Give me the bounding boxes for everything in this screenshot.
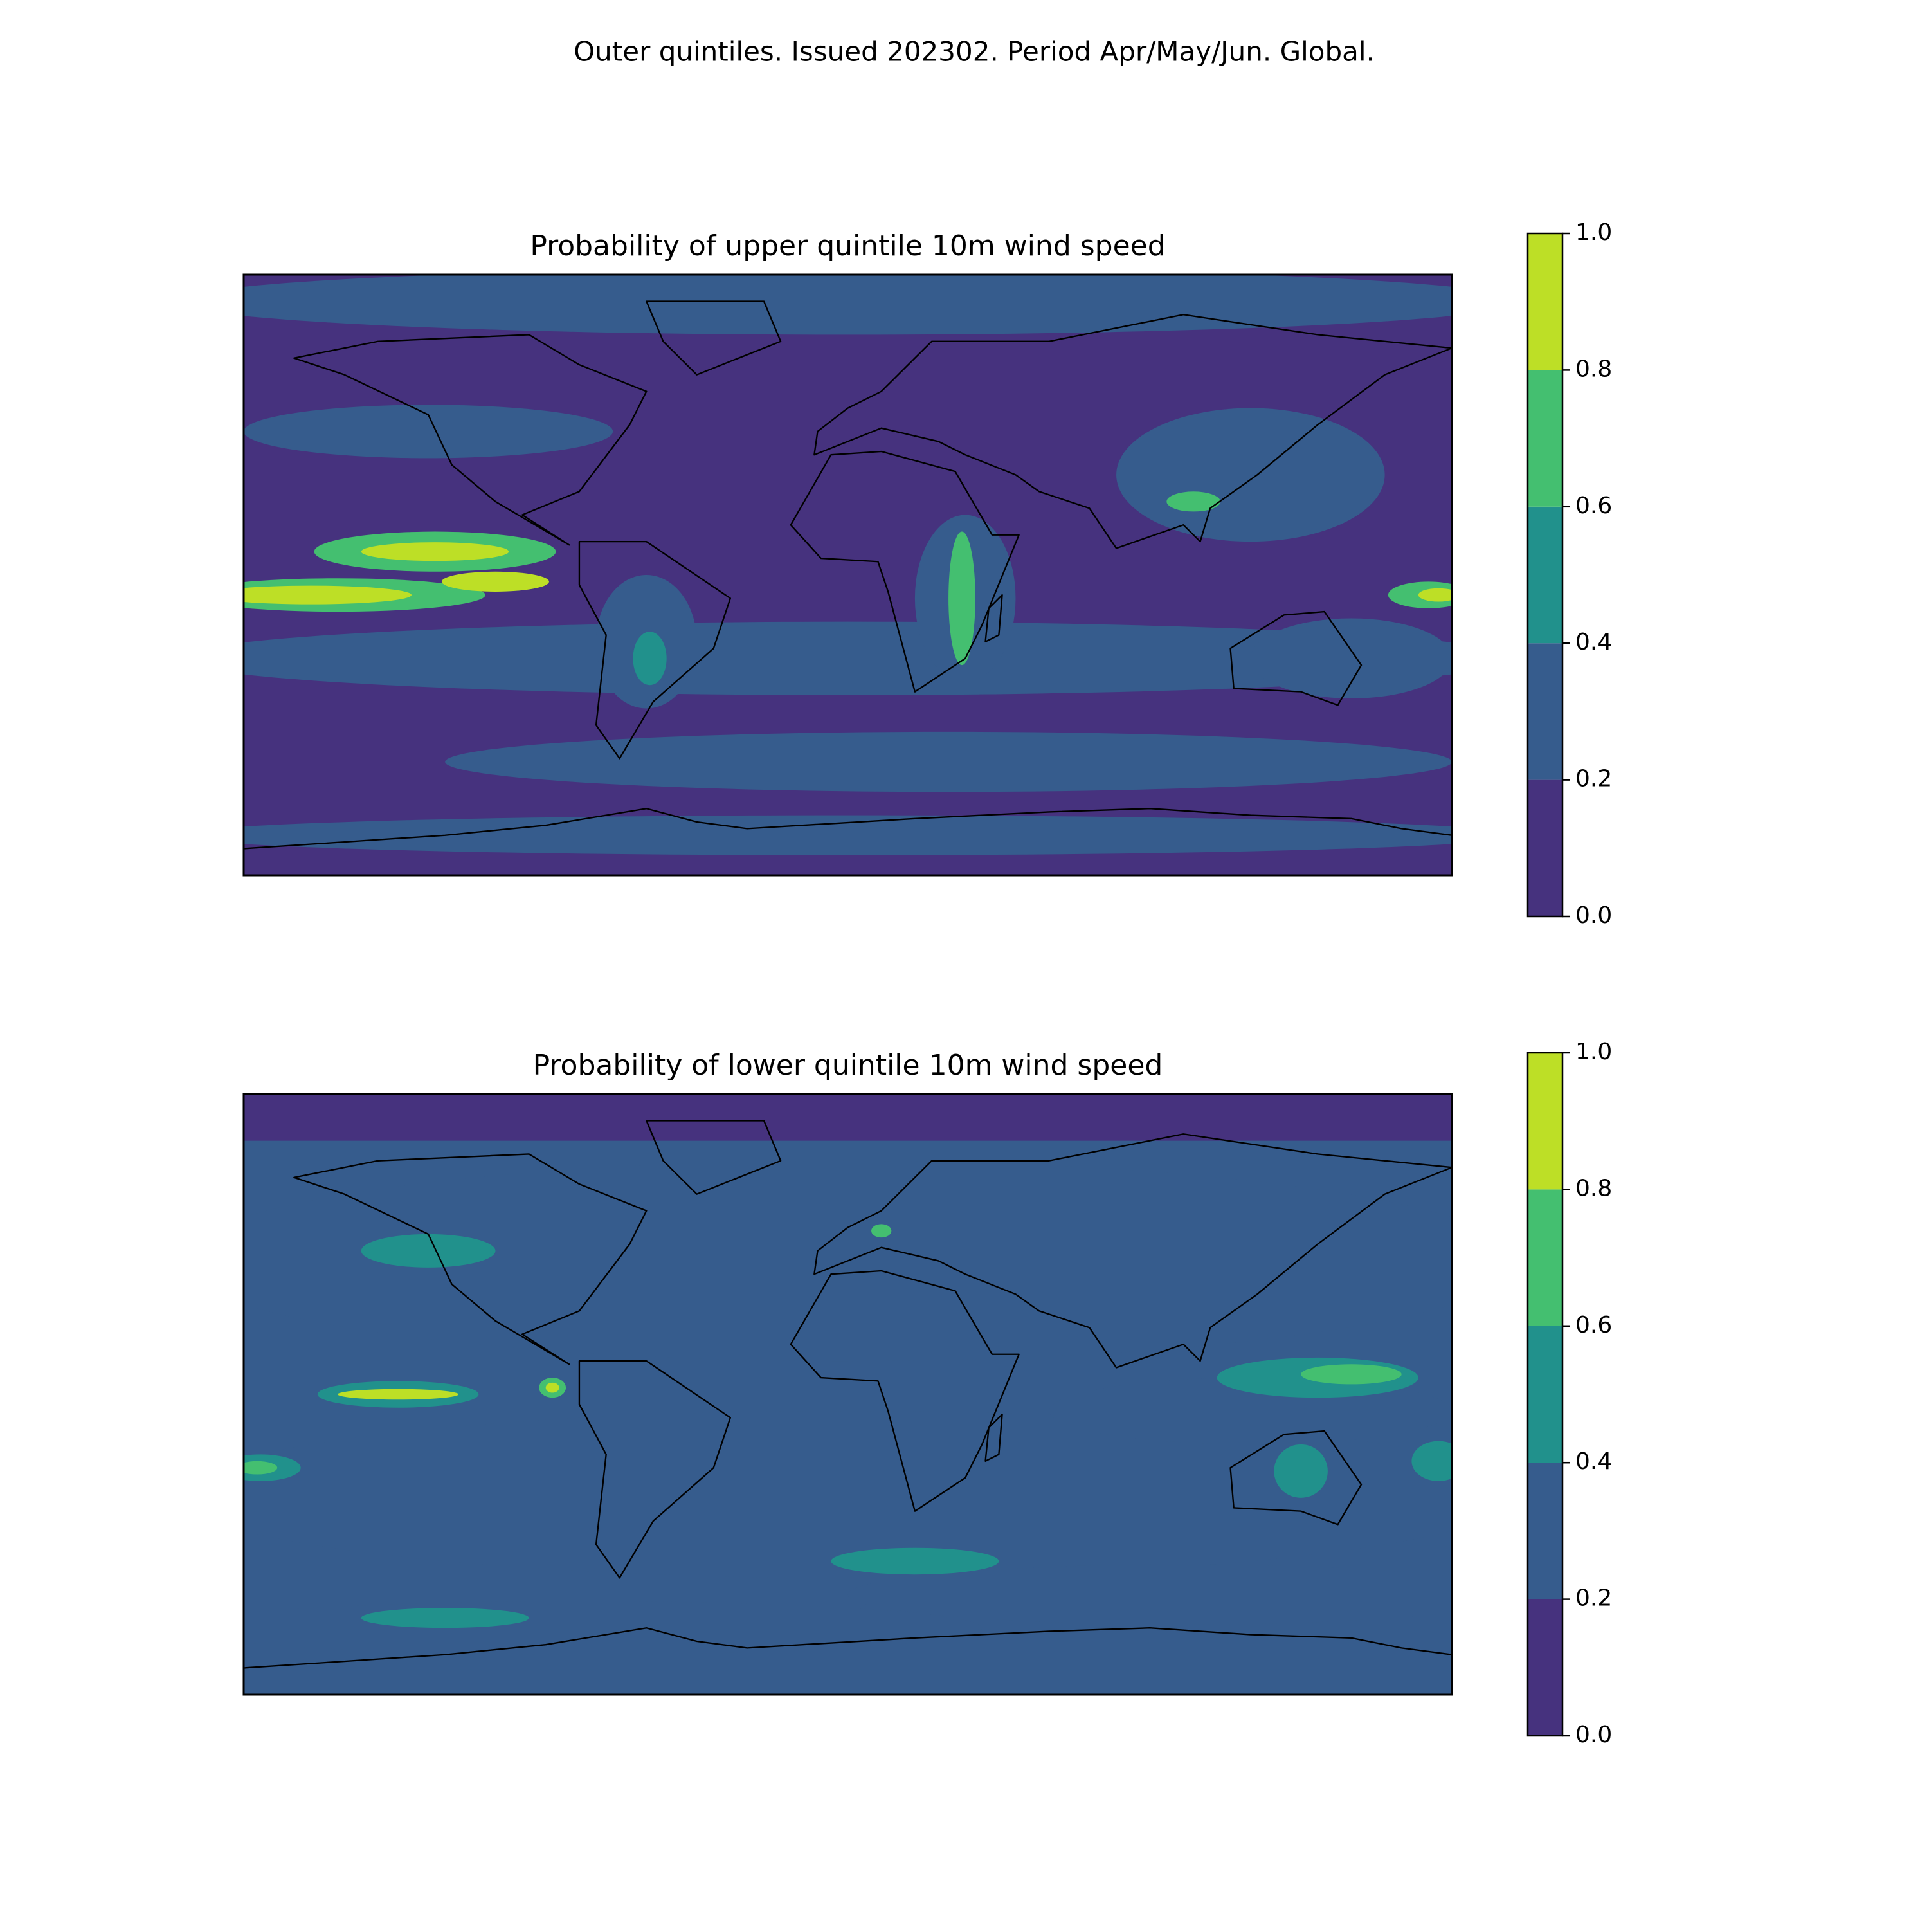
colorbar-tick-label: 0.8	[1575, 356, 1612, 382]
colorbar-tick-label: 0.4	[1575, 1448, 1612, 1475]
field-patch	[633, 632, 667, 686]
colorbar-tick-label: 1.0	[1575, 219, 1612, 246]
colorbar-segment	[1528, 1463, 1562, 1599]
colorbar-segment	[1528, 1053, 1562, 1190]
field-patch	[244, 1461, 278, 1475]
colorbar-segment	[1528, 506, 1562, 644]
field-patch	[1166, 491, 1220, 512]
field-patch	[244, 405, 613, 459]
colorbar-tick-label: 0.8	[1575, 1175, 1612, 1201]
field-patch	[244, 1601, 983, 1655]
field-patch	[1250, 618, 1452, 698]
colorbar-tick-label: 0.2	[1575, 766, 1612, 792]
field-patch	[871, 1224, 892, 1238]
colorbar-tick-label: 0.6	[1575, 493, 1612, 519]
colorbar-tick-label: 0.4	[1575, 629, 1612, 655]
colorbar-segment	[1528, 643, 1562, 780]
field-patch	[338, 1389, 459, 1400]
colorbar-segment	[1528, 779, 1562, 916]
field-patch	[361, 542, 509, 561]
colorbar-segment	[1528, 1326, 1562, 1463]
map	[244, 275, 1452, 875]
field-patch	[948, 531, 975, 666]
field-patch	[244, 585, 412, 605]
map-band	[244, 1094, 1452, 1141]
field-patch	[1411, 1441, 1452, 1481]
colorbar-segment	[1528, 1599, 1562, 1736]
colorbar-segment	[1528, 1189, 1562, 1326]
field-patch	[1116, 408, 1385, 542]
colorbar-tick-label: 0.0	[1575, 902, 1612, 929]
colorbar-tick-label: 0.6	[1575, 1312, 1612, 1338]
field-patch	[244, 621, 1452, 695]
colorbar-segment	[1528, 370, 1562, 507]
colorbar-frame	[1526, 1052, 1564, 1737]
field-patch	[244, 1410, 1452, 1578]
colorbar-tick-label: 1.0	[1575, 1039, 1612, 1065]
field-patch	[1418, 588, 1452, 602]
subplot-title: Probability of lower quintile 10m wind s…	[533, 1049, 1163, 1082]
field-patch	[244, 275, 1452, 335]
field-patch	[545, 1382, 559, 1393]
colorbar-segment	[1528, 233, 1562, 370]
field-patch	[445, 731, 1452, 792]
field-patch	[831, 1547, 999, 1575]
map-frame	[242, 273, 1453, 877]
field-patch	[244, 815, 1452, 855]
colorbar-tick-label: 0.2	[1575, 1585, 1612, 1612]
field-patch	[1301, 1364, 1402, 1385]
field-patch	[1274, 1444, 1328, 1498]
map-frame	[242, 1093, 1453, 1696]
field-patch	[361, 1608, 529, 1628]
subplot-title: Probability of upper quintile 10m wind s…	[530, 230, 1165, 262]
colorbar-frame	[1526, 232, 1564, 918]
field-patch	[847, 1564, 1452, 1625]
field-patch	[441, 571, 549, 592]
figure-title: Outer quintiles. Issued 202302. Period A…	[574, 36, 1375, 68]
map	[244, 1094, 1452, 1695]
field-patch	[361, 1234, 496, 1268]
colorbar-tick-label: 0.0	[1575, 1722, 1612, 1748]
